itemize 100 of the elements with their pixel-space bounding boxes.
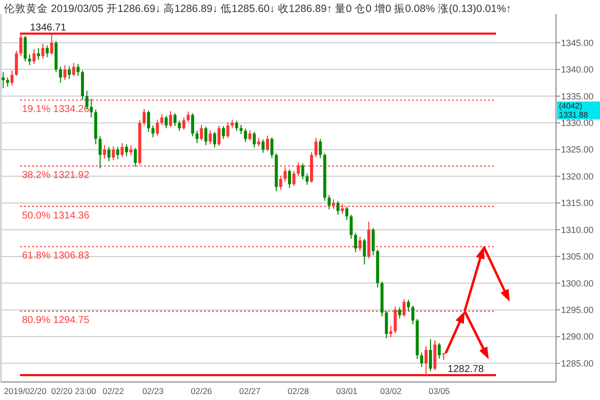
candlestick xyxy=(296,162,300,176)
ref-line-label: 80.9% 1294.75 xyxy=(22,315,90,326)
y-tick-label: 1320.00 xyxy=(561,171,594,182)
x-tick-label: 02/23 xyxy=(142,386,164,396)
y-tick-label: 1335.00 xyxy=(561,91,594,102)
candlestick xyxy=(24,35,27,62)
chart-title: 伦敦黄金 2019/03/05 开1286.69↓ 高1286.89↓ 低1285.60↓ 收1286.89↑ 量0 仓0 增0 振0.08% 涨(0.13)0.01%↑ xyxy=(4,2,512,15)
candlestick xyxy=(169,110,172,128)
candlestick xyxy=(151,125,154,138)
candlestick xyxy=(336,200,340,216)
candlestick xyxy=(354,232,358,253)
x-tick-label: 03/05 xyxy=(428,386,450,396)
candlestick xyxy=(41,43,44,60)
candlestick xyxy=(19,33,22,57)
candlestick xyxy=(32,48,36,65)
candlestick xyxy=(58,66,62,84)
candlestick xyxy=(160,114,164,126)
candlestick xyxy=(226,122,230,138)
candlestick xyxy=(420,352,424,368)
candlestick xyxy=(120,142,124,158)
candlestick xyxy=(438,342,441,359)
candlestick xyxy=(301,162,304,180)
candlestick xyxy=(262,138,265,154)
y-tick-label: 1315.00 xyxy=(561,198,594,208)
candlestick xyxy=(398,306,402,319)
candlestick xyxy=(279,175,282,190)
candlestick xyxy=(76,64,80,76)
candlestick xyxy=(191,112,194,137)
candlestick xyxy=(182,117,186,130)
candlestick xyxy=(384,310,388,339)
candlestick xyxy=(103,144,106,160)
candlestick xyxy=(372,228,375,256)
candlestick xyxy=(28,54,32,66)
candlestick xyxy=(248,130,252,141)
candlestick xyxy=(68,66,71,80)
ref-line-label: 1282.78 xyxy=(448,364,484,376)
candlestick xyxy=(252,131,256,148)
candlestick xyxy=(350,214,353,240)
candlestick xyxy=(125,144,128,156)
candlestick xyxy=(218,125,221,146)
x-tick-label: 02/27 xyxy=(239,386,261,396)
candlestick xyxy=(213,131,216,148)
y-tick-label: 1310.00 xyxy=(561,224,594,235)
x-tick-label: 02/22 xyxy=(102,386,124,396)
candlestick xyxy=(428,338,432,372)
candlestick xyxy=(208,130,212,145)
candlestick xyxy=(266,135,269,152)
candlestick xyxy=(178,120,181,132)
candlestick xyxy=(332,198,336,210)
candlestick xyxy=(362,238,366,265)
ref-line-label: 19.1% 1334.26 xyxy=(22,104,90,116)
candlestick xyxy=(314,137,318,158)
candlestick xyxy=(284,166,287,182)
candlestick xyxy=(345,206,348,221)
ref-line-label: 50.0% 1314.36 xyxy=(22,210,90,222)
ref-line-label: 1346.71 xyxy=(30,22,67,34)
candlestick xyxy=(340,204,344,214)
candlestick xyxy=(358,236,362,252)
candlestick xyxy=(411,305,414,325)
candlestick xyxy=(204,126,208,146)
candlestick xyxy=(196,130,199,144)
x-tick-label: 02/26 xyxy=(190,386,212,396)
candlestick xyxy=(14,50,18,76)
candlestick xyxy=(46,44,49,58)
y-tick-label: 1285.00 xyxy=(561,358,594,368)
candlestick xyxy=(424,346,428,376)
candlestick xyxy=(156,119,159,136)
candlestick xyxy=(107,146,110,162)
candlestick xyxy=(406,299,410,312)
candlestick xyxy=(112,146,115,161)
y-tick-label: 1340.00 xyxy=(561,64,594,75)
x-tick-label: 02/28 xyxy=(288,386,310,396)
candlestick xyxy=(164,115,168,129)
y-tick-label: 1290.00 xyxy=(561,332,594,342)
x-tick-label: 02/20 23:00 xyxy=(51,386,96,396)
candlestick xyxy=(306,173,309,186)
ref-line-label: 61.8% 1306.83 xyxy=(22,250,90,262)
candlestick xyxy=(200,124,203,141)
candlestick xyxy=(10,70,14,86)
y-tick-label: 1330.00 xyxy=(561,118,594,128)
candlestick xyxy=(186,111,190,122)
candlestick xyxy=(90,98,93,118)
candlestick xyxy=(98,136,102,169)
candlestick xyxy=(292,170,296,186)
candlestick xyxy=(116,146,120,160)
candlestick xyxy=(270,136,274,159)
x-tick-label: 03/01 xyxy=(336,386,358,396)
y-tick-label: 1345.00 xyxy=(561,38,594,48)
candlestick xyxy=(142,108,146,126)
candlestick xyxy=(394,306,397,334)
candlestick xyxy=(288,168,292,189)
candlestick xyxy=(72,62,76,77)
candlestick xyxy=(63,64,66,81)
y-tick-label: 1325.00 xyxy=(561,144,594,155)
candlestick xyxy=(50,34,54,55)
y-tick-label: 1300.00 xyxy=(561,278,594,288)
candlestick xyxy=(318,138,322,159)
candlestick xyxy=(173,112,176,127)
text: (4042) 1331.88 xyxy=(559,102,588,120)
candlestick xyxy=(2,72,5,89)
